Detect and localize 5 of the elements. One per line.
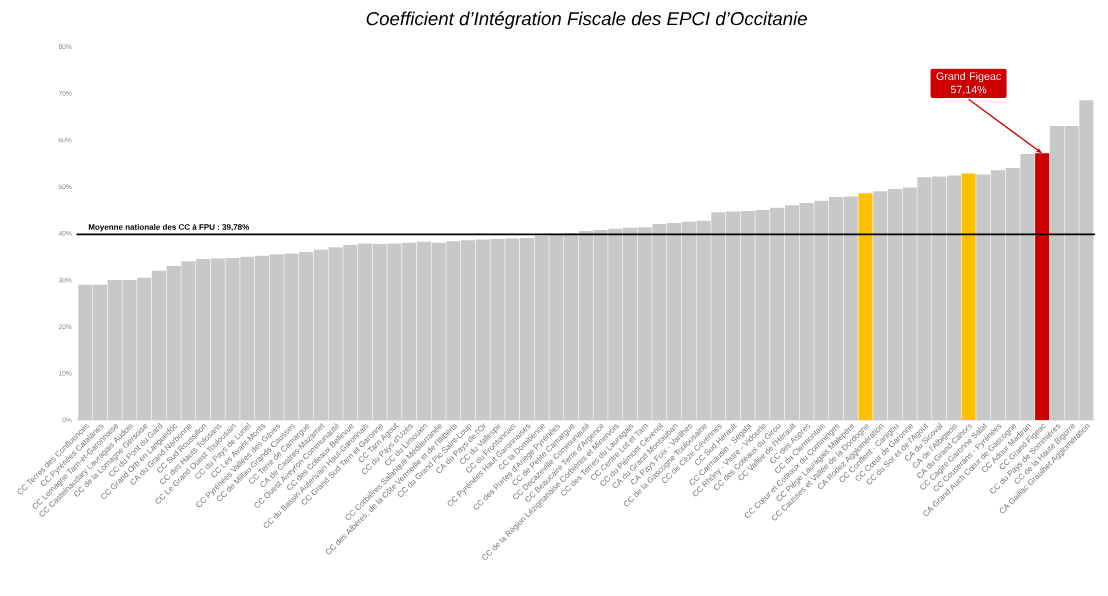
annotation: Grand Figeac 57,14% — [936, 72, 1001, 95]
ref-line-label: Moyenne nationale des CC à FPU : 39,78% — [88, 223, 249, 232]
bar — [961, 173, 976, 420]
chart-title: Coefficient d’Intégration Fiscale des EPCI d’Occitanie — [366, 11, 807, 29]
bar — [858, 193, 873, 420]
